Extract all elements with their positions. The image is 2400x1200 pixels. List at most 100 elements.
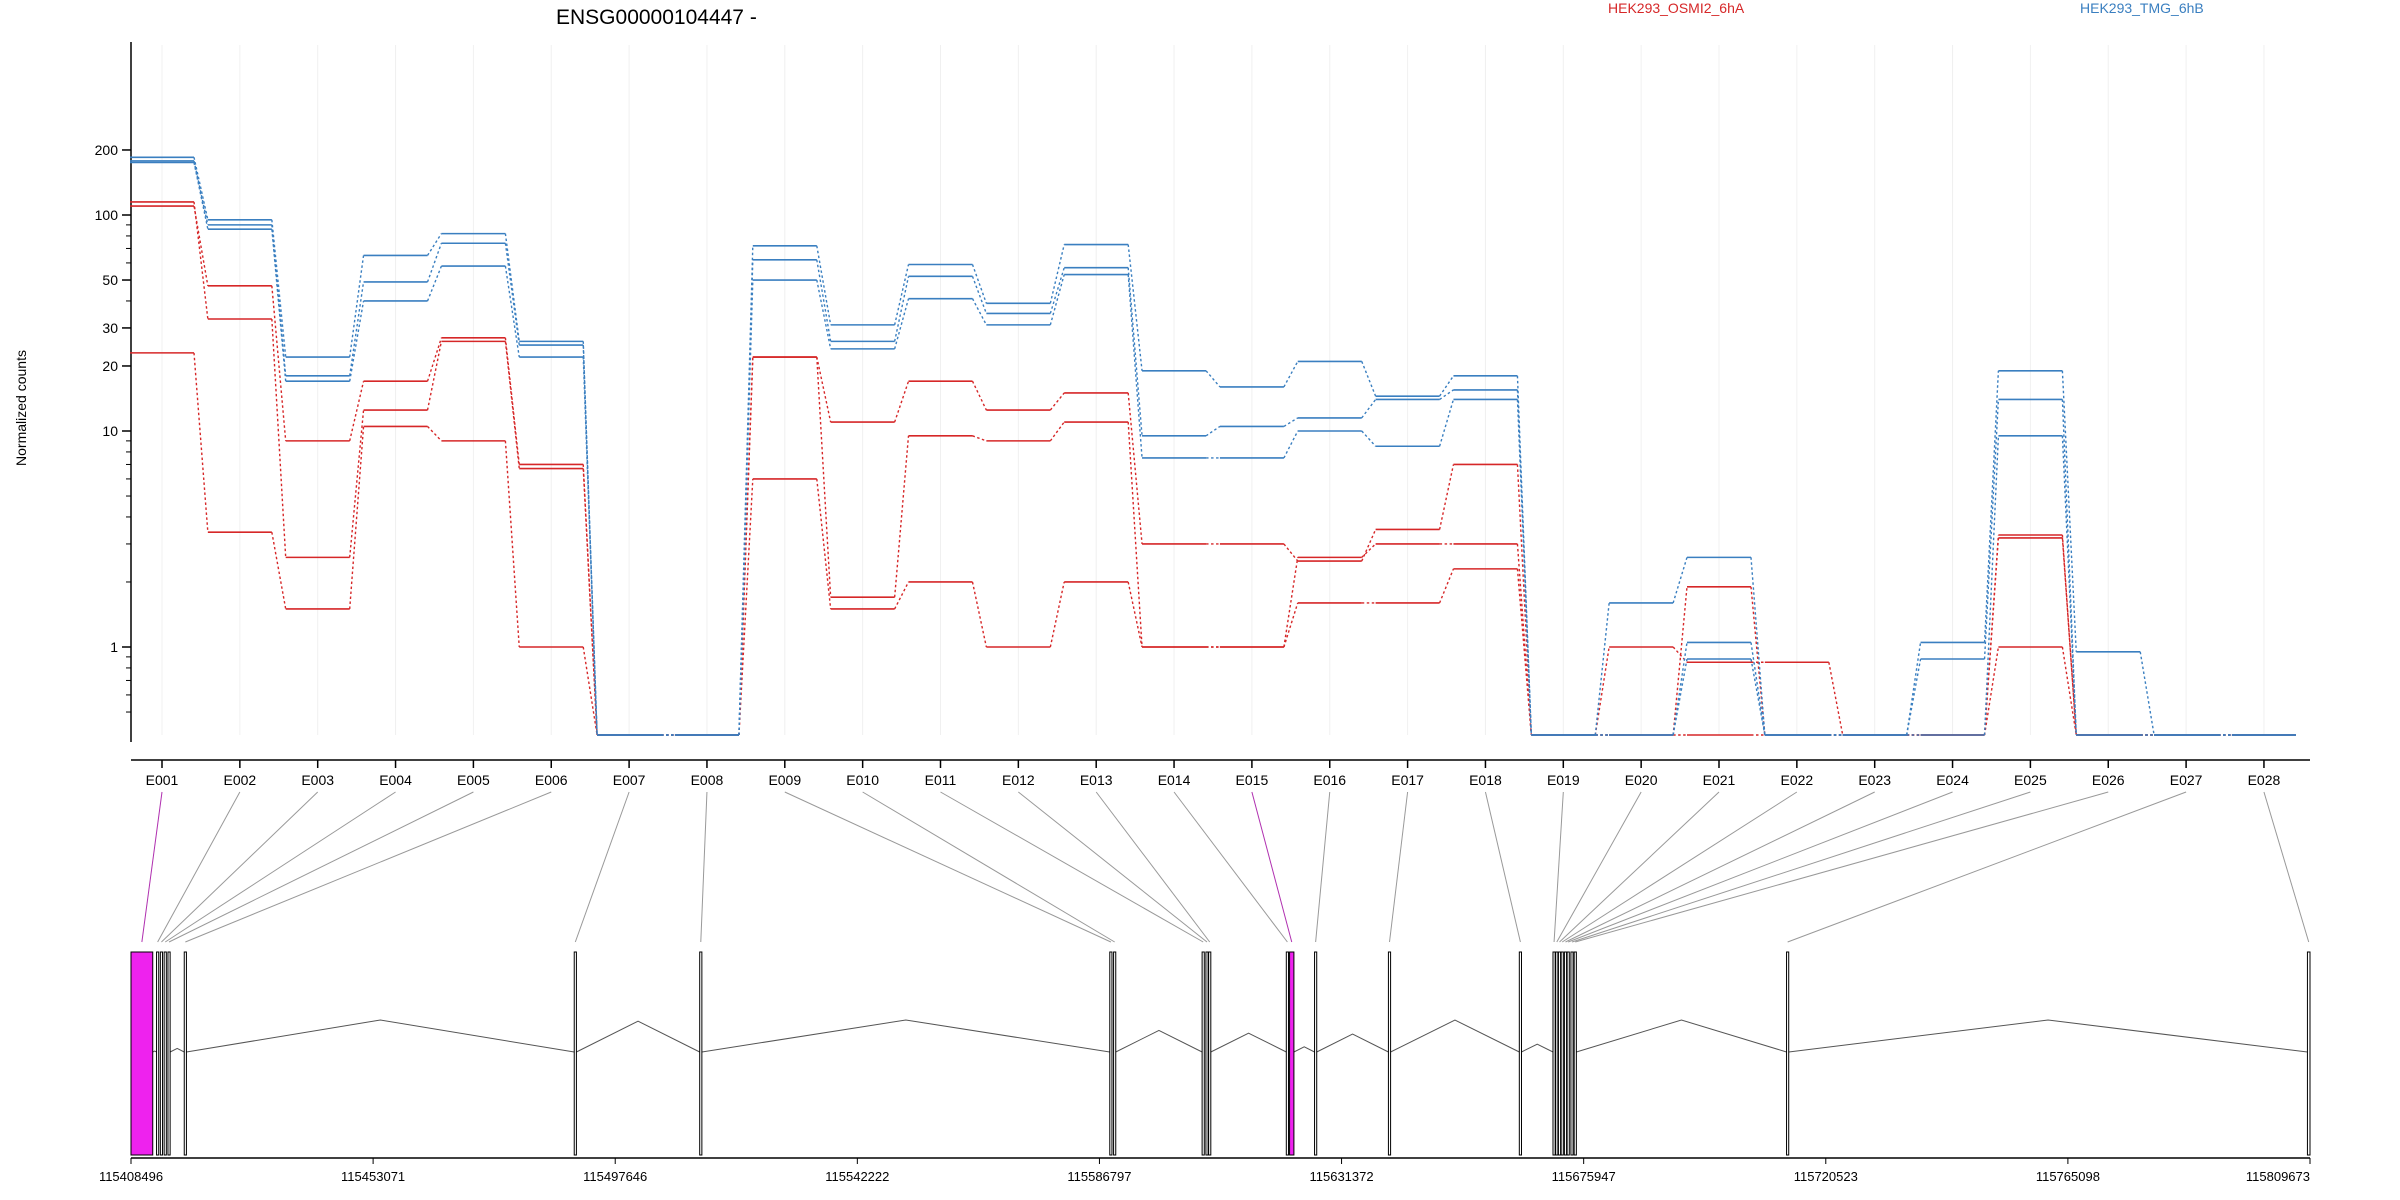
exon-block bbox=[1285, 951, 1289, 1156]
exon-block bbox=[1560, 951, 1564, 1156]
series-segment bbox=[816, 356, 832, 423]
series-segment bbox=[193, 160, 209, 226]
intron bbox=[1390, 1019, 1520, 1053]
series-segment bbox=[1438, 399, 1455, 447]
exon-connector bbox=[940, 791, 1204, 943]
genome-tick-label: 115809673 bbox=[2246, 1169, 2310, 1184]
series-segment bbox=[193, 201, 209, 320]
intron bbox=[1576, 1019, 1787, 1053]
series-segment bbox=[971, 298, 987, 326]
exon-tick-label: E017 bbox=[1391, 772, 1424, 788]
series-2 bbox=[130, 201, 2296, 736]
exon-connector bbox=[574, 791, 630, 943]
series-segment bbox=[2139, 651, 2155, 736]
y-tick-label: 50 bbox=[102, 272, 118, 288]
exon-connector bbox=[1559, 791, 1720, 943]
exon-tick-label: E028 bbox=[2248, 772, 2281, 788]
exon-block bbox=[1786, 951, 1790, 1156]
exon-tick-label: E025 bbox=[2014, 772, 2047, 788]
exon-block bbox=[699, 951, 703, 1156]
exon-connector bbox=[1553, 791, 1564, 943]
exon-block bbox=[1109, 951, 1113, 1156]
series-segment bbox=[738, 280, 754, 736]
series-segment bbox=[1283, 361, 1299, 388]
series-segment bbox=[1594, 646, 1610, 736]
exon-connector bbox=[185, 791, 552, 943]
series-segment bbox=[971, 581, 988, 648]
exon-tick-label: E009 bbox=[768, 772, 801, 788]
legend-entry-osmi2: HEK293_OSMI2_6hA bbox=[1608, 0, 1745, 16]
exon-tick-label: E001 bbox=[146, 772, 179, 788]
exon-connector bbox=[1787, 791, 2187, 943]
exon-block bbox=[1387, 951, 1392, 1156]
exon-block bbox=[1289, 951, 1295, 1156]
intron bbox=[186, 1019, 575, 1053]
series-5 bbox=[130, 160, 2296, 736]
legend-entry-tmg: HEK293_TMG_6hB bbox=[2080, 0, 2204, 16]
series-segment bbox=[1361, 430, 1377, 447]
exon-block bbox=[1566, 951, 1570, 1156]
exon-axis: E001 E002 E003 E004 E005 E006 E007 E008 E009 E010… bbox=[131, 759, 2310, 788]
exon-tick-label: E012 bbox=[1002, 772, 1035, 788]
series-segment bbox=[1516, 399, 1532, 736]
gene-model bbox=[130, 951, 2311, 1156]
series-segment bbox=[349, 410, 365, 558]
y-tick-label: 1 bbox=[110, 639, 118, 655]
series-segment bbox=[1983, 537, 2000, 736]
series-segment bbox=[1049, 244, 1065, 304]
exon-tick-label: E011 bbox=[925, 772, 957, 788]
series-segment bbox=[349, 300, 365, 382]
series-segment bbox=[427, 425, 442, 442]
intron bbox=[576, 1020, 700, 1053]
exon-connector bbox=[700, 791, 708, 943]
exon-connector bbox=[1315, 791, 1331, 943]
exon-tick-label: E010 bbox=[846, 772, 879, 788]
series-segment bbox=[738, 478, 754, 736]
y-axis-label: Normalized counts bbox=[13, 350, 29, 466]
exon-tick-label: E008 bbox=[691, 772, 724, 788]
series-segment bbox=[426, 243, 443, 283]
exon-block bbox=[156, 951, 160, 1156]
intron bbox=[1316, 1033, 1389, 1053]
series-segment bbox=[1672, 557, 1688, 604]
series-segment bbox=[893, 380, 910, 423]
series-segment bbox=[1361, 399, 1377, 419]
series-segment bbox=[582, 345, 598, 736]
exon-tick-label: E019 bbox=[1547, 772, 1580, 788]
exon-connector bbox=[1251, 791, 1293, 943]
exon-block bbox=[1113, 951, 1117, 1156]
series-segment bbox=[349, 255, 365, 358]
exon-connector bbox=[141, 791, 163, 943]
exon-connector bbox=[164, 791, 396, 943]
series-segment bbox=[1983, 370, 2000, 643]
series-segment bbox=[582, 468, 598, 736]
exon-block bbox=[573, 951, 577, 1156]
series-segment bbox=[1750, 642, 1766, 736]
series-segment bbox=[1594, 602, 1610, 736]
genome-tick-label: 115453071 bbox=[341, 1169, 405, 1184]
exon-tick-label: E016 bbox=[1313, 772, 1346, 788]
exon-block bbox=[159, 951, 164, 1156]
series-segment bbox=[1983, 646, 2000, 736]
exon-tick-label: E006 bbox=[535, 772, 568, 788]
y-tick-label: 10 bbox=[102, 423, 118, 439]
series-segment bbox=[426, 233, 442, 256]
series-segment bbox=[1438, 568, 1455, 604]
exon-block bbox=[1208, 951, 1212, 1156]
exon-tick-label: E004 bbox=[379, 772, 412, 788]
intron bbox=[1210, 1032, 1287, 1053]
y-axis: 1 10 20 30 50 100 200 bbox=[95, 42, 132, 742]
exon-connector bbox=[1389, 791, 1409, 943]
exon-connector bbox=[862, 791, 1115, 943]
series-segment bbox=[1127, 274, 1143, 459]
series-segment bbox=[2061, 399, 2077, 736]
exon-block bbox=[1557, 951, 1562, 1156]
series-segment bbox=[1049, 267, 1065, 314]
series-segment bbox=[1361, 361, 1377, 397]
series-segment bbox=[1127, 392, 1143, 545]
exon-block bbox=[2306, 951, 2311, 1156]
series-segment bbox=[1672, 658, 1688, 736]
series-segment bbox=[1127, 581, 1143, 648]
genome-tick-label: 115765098 bbox=[2036, 1169, 2100, 1184]
chart-title: ENSG00000104447 - bbox=[556, 6, 757, 29]
